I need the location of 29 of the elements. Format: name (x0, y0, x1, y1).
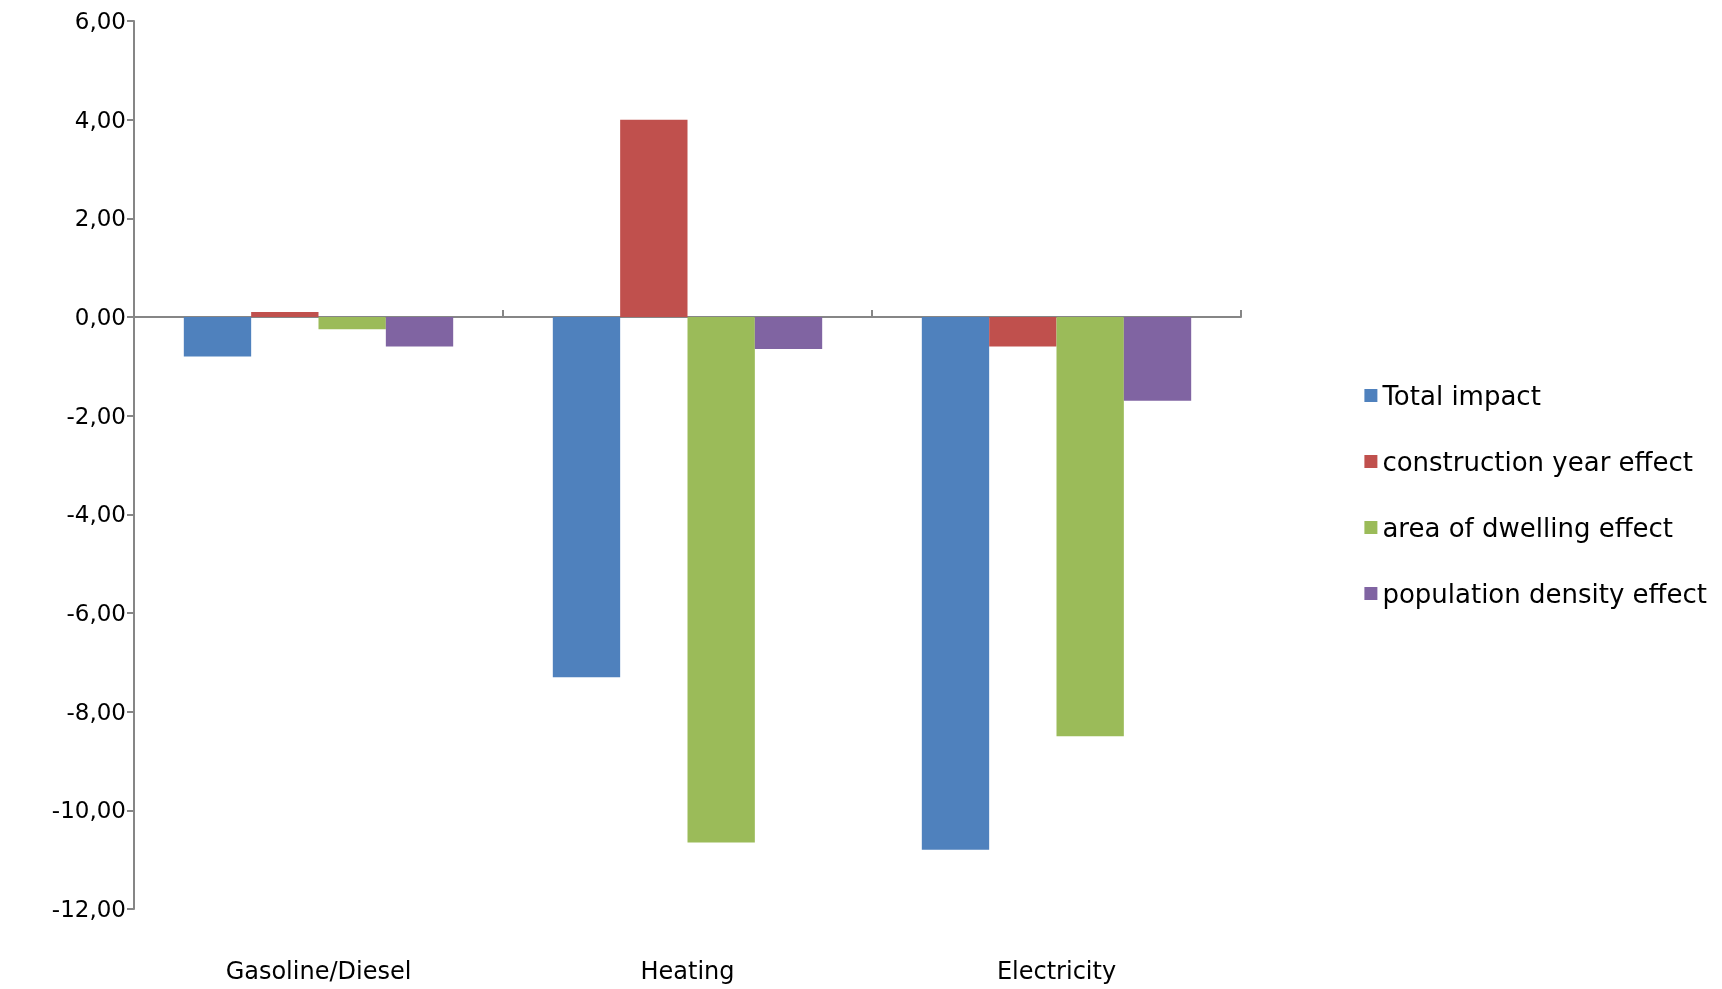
bar (1123, 317, 1192, 401)
y-tick-label: 0,00 (74, 304, 126, 330)
legend-label: construction year effect (1382, 446, 1694, 477)
bar (251, 312, 319, 317)
x-tick-label: Heating (640, 957, 735, 985)
y-tick-label: -8,00 (66, 698, 126, 725)
bar (921, 317, 990, 850)
bar (183, 317, 252, 357)
bar (754, 317, 823, 350)
x-tick-label: Gasoline/Diesel (225, 957, 412, 985)
y-tick-label: -12,00 (51, 896, 126, 922)
y-tick-label: -10,00 (51, 797, 126, 824)
legend-label: area of dwelling effect (1382, 512, 1674, 543)
y-tick-label: -4,00 (66, 501, 126, 528)
bar (318, 317, 386, 330)
bar (687, 317, 755, 843)
bar (620, 119, 688, 317)
y-tick-label: 4,00 (74, 106, 126, 133)
bar (385, 317, 454, 347)
y-tick-label: -2,00 (66, 402, 126, 429)
bar (989, 317, 1057, 347)
y-tick-label: -6,00 (66, 600, 126, 626)
y-tick-label: 2,00 (74, 205, 126, 232)
x-tick-label: Electricity (996, 957, 1117, 985)
y-tick-label: 6,00 (74, 8, 126, 34)
legend-label: population density effect (1382, 578, 1707, 609)
bar (552, 317, 621, 678)
legend-label: Total impact (1381, 380, 1541, 411)
bar (1056, 317, 1124, 737)
